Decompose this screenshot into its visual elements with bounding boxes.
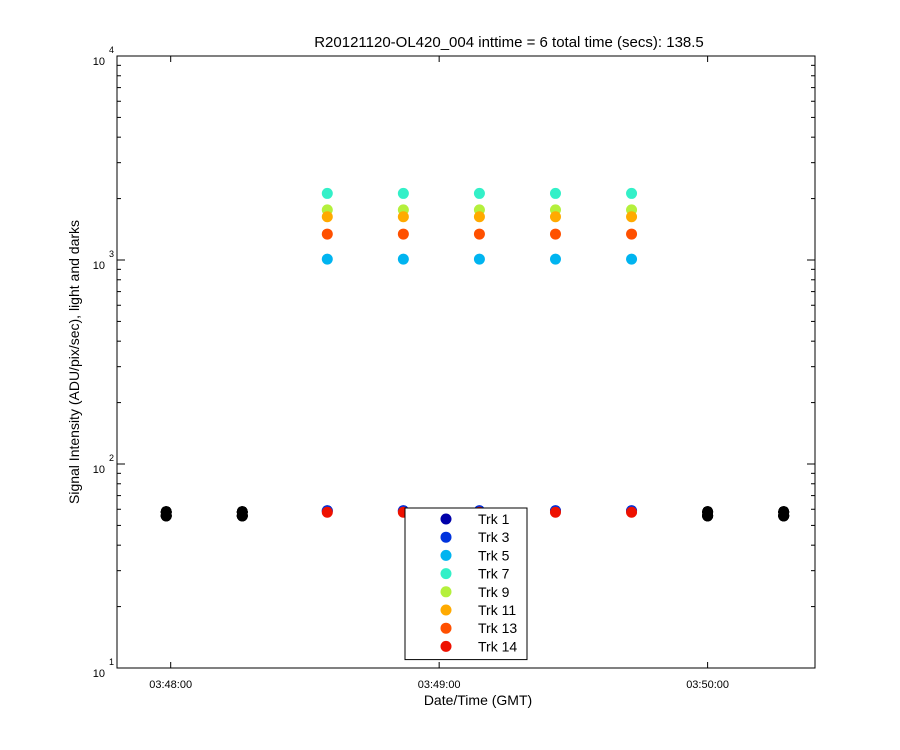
data-point (397, 211, 409, 223)
x-axis: 03:48:00 03:49:00 03:50:00 (149, 56, 729, 691)
legend-box (404, 507, 528, 661)
x-tick-label: 03:50:00 (686, 679, 729, 691)
legend-label: Trk 13 (478, 620, 517, 636)
legend-label: Trk 1 (478, 511, 510, 527)
legend: Trk 1 Trk 3 Trk 5 Trk 7 Trk 9 Trk 11 Trk 13 Trk… (404, 507, 528, 661)
data-point (549, 211, 561, 223)
legend-marker (440, 586, 452, 598)
dark-point (236, 510, 248, 522)
data-point (321, 187, 333, 199)
x-tick-label: 03:49:00 (418, 679, 461, 691)
legend-marker (440, 549, 452, 561)
data-point (549, 228, 561, 240)
plot-frame (116, 55, 816, 669)
data-point (473, 211, 485, 223)
y-tick-label-base: 10 (93, 260, 105, 272)
y-tick-label-exponent: 3 (109, 249, 114, 259)
y-tick-label-base: 10 (93, 668, 105, 680)
chart-title: R20121120-OL420_004 inttime = 6 total ti… (314, 34, 704, 51)
legend-label: Trk 5 (478, 547, 510, 563)
data-point (626, 211, 638, 223)
data-point (473, 253, 485, 265)
legend-label: Trk 7 (478, 566, 510, 582)
data-point (626, 228, 638, 240)
data-point (397, 228, 409, 240)
data-point (473, 228, 485, 240)
data-point (626, 253, 638, 265)
x-axis-label: Date/Time (GMT) (424, 692, 532, 708)
dark-point (160, 510, 172, 522)
legend-label: Trk 14 (478, 638, 517, 654)
data-point (321, 211, 333, 223)
data-point (549, 187, 561, 199)
data-point (397, 187, 409, 199)
legend-label: Trk 9 (478, 584, 510, 600)
y-tick-label-exponent: 4 (109, 45, 114, 55)
data-point (397, 253, 409, 265)
data-point (549, 506, 561, 518)
y-tick-label-exponent: 2 (109, 453, 114, 463)
data-point (321, 228, 333, 240)
data-point (549, 253, 561, 265)
legend-marker (440, 531, 452, 543)
data-point (626, 187, 638, 199)
legend-label: Trk 3 (478, 529, 510, 545)
data-point (626, 506, 638, 518)
legend-marker (440, 640, 452, 652)
y-tick-label-base: 10 (93, 464, 105, 476)
y-axis: 10 1 10 2 10 3 10 4 (93, 45, 815, 680)
x-tick-label: 03:48:00 (149, 679, 192, 691)
legend-marker (440, 568, 452, 580)
legend-marker (440, 513, 452, 525)
data-point (473, 187, 485, 199)
y-tick-label-exponent: 1 (109, 657, 114, 667)
dark-point (778, 510, 790, 522)
legend-marker (440, 622, 452, 634)
y-axis-label: Signal Intensity (ADU/pix/sec), light an… (66, 220, 82, 504)
dark-point (702, 510, 714, 522)
y-tick-label-base: 10 (93, 56, 105, 68)
legend-marker (440, 604, 452, 616)
data-point (321, 506, 333, 518)
legend-label: Trk 11 (478, 602, 516, 618)
data-point (321, 253, 333, 265)
